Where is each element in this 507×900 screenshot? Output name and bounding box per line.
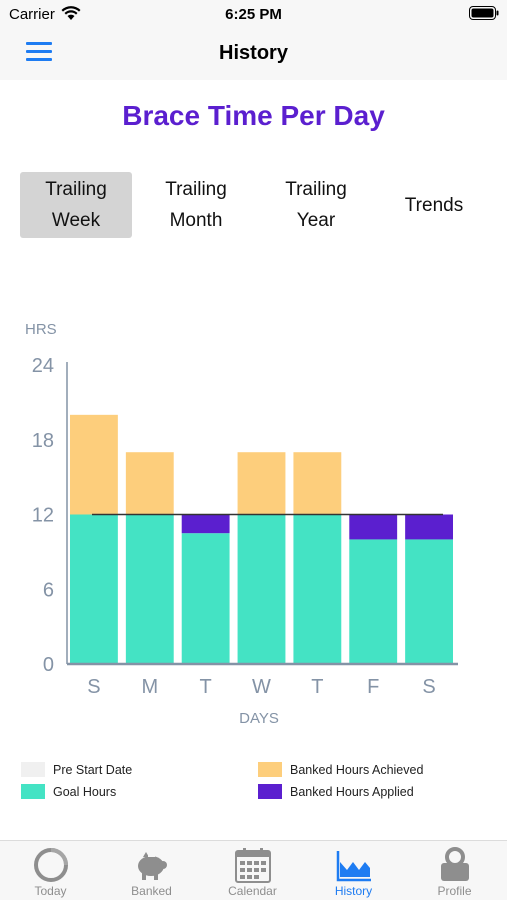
status-time: 6:25 PM: [225, 6, 282, 23]
bar-goal-hours: [237, 514, 286, 664]
page-title: Brace Time Per Day: [122, 100, 385, 131]
battery-icon: [469, 6, 499, 20]
legend-label: Goal Hours: [53, 784, 117, 799]
brace-time-bar-chart: HRS 0 6 12 18 24 S M T W T F S DAYS: [25, 321, 458, 727]
y-axis-label: HRS: [25, 321, 57, 338]
tab-history[interactable]: History: [303, 841, 404, 900]
segment-trends[interactable]: Trends: [378, 172, 490, 238]
tab-label: Today: [34, 884, 67, 898]
bar-banked-hours-achieved: [125, 452, 174, 515]
legend-item-pre-start: Pre Start Date: [21, 762, 132, 777]
bar-banked-hours-applied: [405, 514, 453, 540]
bar-banked-hours-achieved: [70, 414, 118, 515]
legend-swatch: [258, 784, 282, 799]
y-tick-label: 18: [32, 430, 54, 452]
segment-trailing-week[interactable]: Trailing Week: [20, 172, 132, 238]
bar-goal-hours: [181, 533, 230, 664]
legend-label: Pre Start Date: [53, 762, 133, 777]
x-axis-label: DAYS: [239, 710, 279, 727]
nav-title: History: [219, 42, 288, 64]
chart-legend: Pre Start Date Goal Hours Banked Hours A…: [0, 758, 507, 804]
legend-swatch: [21, 784, 45, 799]
x-tick-label: S: [87, 676, 100, 698]
bar-goal-hours: [349, 539, 398, 664]
y-tick-label: 24: [32, 355, 54, 377]
legend-item-banked-achieved: Banked Hours Achieved: [258, 762, 423, 777]
segment-label: Trailing Month: [165, 179, 227, 231]
tab-label: History: [334, 884, 373, 898]
legend-swatch: [258, 762, 282, 777]
bar-goal-hours: [293, 514, 342, 664]
bar-banked-hours-achieved: [237, 452, 286, 515]
tab-label: Banked: [131, 884, 172, 898]
x-tick-label: T: [311, 676, 323, 698]
segment-trailing-month[interactable]: Trailing Month: [140, 172, 252, 238]
today-ring-icon: [34, 848, 68, 882]
hamburger-menu-icon[interactable]: [26, 42, 54, 64]
carrier-label: Carrier: [9, 6, 55, 23]
calendar-icon: [235, 848, 271, 883]
legend-item-banked-applied: Banked Hours Applied: [258, 784, 414, 799]
history-chart-icon: [336, 851, 371, 882]
segment-label: Trailing Year: [285, 179, 347, 231]
legend-swatch: [21, 762, 45, 777]
navigation-bar: History: [0, 28, 507, 80]
legend-label: Banked Hours Applied: [290, 784, 414, 799]
tab-profile[interactable]: Profile: [404, 841, 505, 900]
tab-banked[interactable]: Banked: [101, 841, 202, 900]
tab-label: Calendar: [228, 884, 277, 898]
segment-label: Trailing Week: [45, 179, 107, 231]
legend-item-goal: Goal Hours: [21, 784, 116, 799]
profile-lock-icon: [441, 847, 469, 881]
bar-banked-hours-applied: [181, 514, 230, 534]
legend-label: Banked Hours Achieved: [290, 762, 424, 777]
x-tick-label: F: [367, 676, 379, 698]
bar-goal-hours: [70, 514, 118, 664]
tab-today[interactable]: Today: [0, 841, 101, 900]
segment-trailing-year[interactable]: Trailing Year: [260, 172, 372, 238]
segment-label: Trends: [404, 194, 464, 216]
tab-bar: Today Banked Calendar: [0, 840, 507, 900]
x-tick-label: M: [141, 676, 158, 698]
x-tick-label: T: [200, 676, 212, 698]
wifi-icon: [61, 6, 81, 20]
x-tick-label: S: [422, 676, 435, 698]
y-tick-label: 12: [32, 505, 54, 527]
status-bar: Carrier 6:25 PM: [0, 0, 507, 28]
piggy-bank-icon: [138, 852, 167, 880]
y-tick-label: 6: [43, 579, 54, 601]
tab-calendar[interactable]: Calendar: [202, 841, 303, 900]
bar-goal-hours: [405, 539, 453, 664]
period-selector: Trailing Week Trailing Month Trailing Ye…: [20, 172, 490, 238]
tab-label: Profile: [437, 884, 472, 898]
x-tick-label: W: [252, 676, 271, 698]
bar-banked-hours-applied: [349, 514, 398, 540]
bar-goal-hours: [125, 514, 174, 664]
bar-banked-hours-achieved: [293, 452, 342, 515]
y-tick-label: 0: [43, 654, 54, 676]
